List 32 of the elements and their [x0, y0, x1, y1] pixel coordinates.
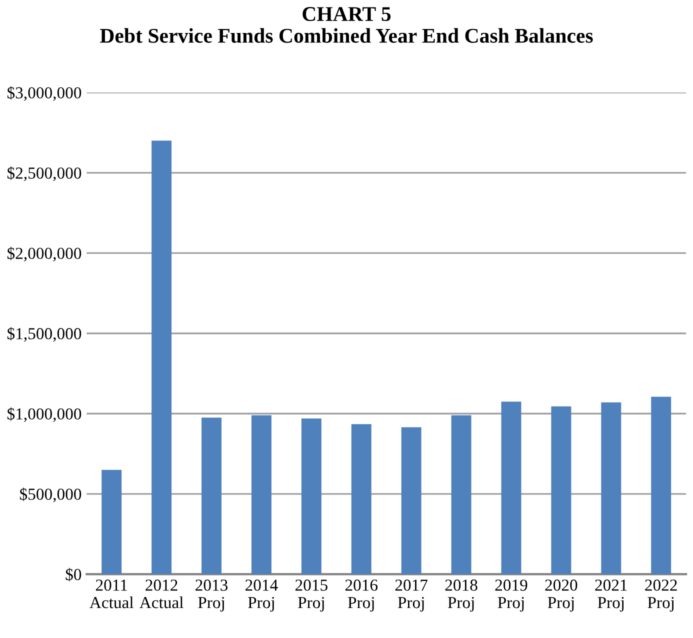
- bar: [102, 470, 122, 574]
- x-tick-label: 2016 Proj: [345, 580, 378, 612]
- chart-title: CHART 5 Debt Service Funds Combined Year End Cash Balances: [100, 7, 593, 43]
- x-tick-label: 2011 Actual: [90, 580, 134, 608]
- x-tick-label: 2014 Proj: [246, 580, 278, 612]
- x-tick-label: 2022 Proj: [645, 580, 677, 612]
- bar: [152, 140, 172, 574]
- y-tick-label: $1,500,000: [7, 327, 82, 342]
- bar: [651, 396, 672, 574]
- bar: [251, 415, 272, 574]
- x-tick-label: 2020 Proj: [545, 580, 578, 612]
- x-tick-label: 2013 Proj: [196, 580, 228, 612]
- bar: [401, 427, 422, 574]
- y-tick-label: $0: [66, 568, 82, 582]
- x-tick-label: 2012 Actual: [140, 580, 184, 608]
- y-tick-label: $2,500,000: [7, 166, 82, 182]
- x-tick-label: 2017 Proj: [395, 580, 428, 612]
- y-tick-label: $3,000,000: [7, 86, 82, 101]
- bar: [351, 424, 372, 574]
- x-tick-label: 2019 Proj: [495, 580, 528, 612]
- y-tick-label: $1,000,000: [7, 407, 82, 422]
- bar: [601, 402, 622, 574]
- bar: [202, 418, 222, 574]
- x-tick-label: 2018 Proj: [445, 580, 478, 612]
- bar: [301, 418, 322, 574]
- y-tick-label: $2,000,000: [7, 246, 82, 262]
- bar: [451, 415, 472, 574]
- y-tick-label: $500,000: [20, 488, 82, 502]
- bar: [551, 406, 572, 574]
- x-tick-label: 2015 Proj: [295, 580, 328, 612]
- bar: [501, 402, 522, 574]
- x-tick-label: 2021 Proj: [595, 580, 627, 612]
